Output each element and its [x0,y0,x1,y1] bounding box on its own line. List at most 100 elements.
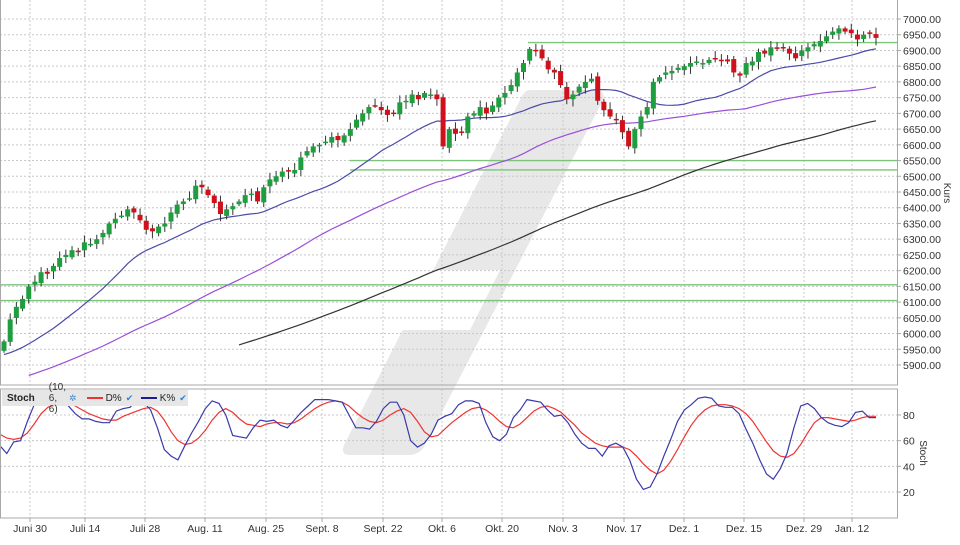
date-tick-label: Dez. 29 [786,523,822,535]
candle-up [1,341,7,351]
candle-up [700,63,706,65]
candle-up [57,258,63,267]
stoch-params[interactable]: (10, 6, 6) [48,381,67,415]
candle-up [354,119,360,128]
stoch-legend: Stoch (10, 6, 6) ✲ D% ✔ K% ✔ [2,382,188,415]
price-tick-label: 6400.00 [903,203,941,215]
candle-up [496,97,502,108]
candle-up [397,102,403,115]
legend-item-k[interactable]: K% ✔ [140,392,195,404]
candle-up [508,85,514,92]
candle-up [236,201,242,205]
date-tick-label: Okt. 20 [485,523,519,535]
date-tick-label: Sept. 8 [305,523,338,535]
candle-up [768,47,774,56]
date-axis: Juni 30 Juli 14 Juli 28 Aug. 11 Aug. 25 Sept.… [13,518,869,535]
stoch-axis-label: Stoch [917,440,928,466]
price-tick-label: 6350.00 [903,218,941,230]
stoch-d-line [0,400,876,475]
candle-down [607,109,613,117]
candle-up [502,92,508,98]
candle-up [824,36,830,42]
price-tick-label: 6750.00 [903,93,941,105]
candle-up [799,50,805,56]
candle-up [570,94,576,100]
legend-k-label: K% [159,392,176,404]
candle-up [341,135,347,143]
date-tick-label: Jan. 12 [835,523,870,535]
candle-up [811,44,817,47]
candle-up [26,286,32,299]
candle-down [434,94,440,100]
candle-up [644,107,650,115]
candlestick-series [1,23,879,353]
candle-down [873,34,879,38]
candle-down [551,69,557,73]
candle-down [199,184,205,188]
legend-item-d[interactable]: D% ✔ [86,392,141,404]
checkbox-k-icon[interactable]: ✔ [179,393,187,403]
price-tick-label: 6250.00 [903,250,941,262]
candle-down [75,250,81,253]
support-resistance-lines[interactable] [0,41,897,302]
date-tick-label: Dez. 1 [669,523,700,535]
candle-down [774,47,780,49]
candle-up [366,107,372,114]
candle-down [737,73,743,76]
price-tick-label: 6850.00 [903,61,941,73]
price-tick-label: 6500.00 [903,171,941,183]
candle-up [273,176,279,182]
price-tick-label: 5900.00 [903,360,941,372]
candle-down [619,120,625,133]
checkbox-d-icon[interactable]: ✔ [125,393,134,403]
candle-down [217,201,223,215]
candle-up [81,242,87,251]
candle-up [805,47,811,52]
ma-mid-line [28,86,877,377]
candle-up [403,100,409,103]
price-axis: 7000.00 6950.00 6900.00 6850.00 6800.00 6750.… [897,14,952,372]
candle-up [446,129,452,148]
candle-up [304,151,310,156]
candle-up [193,185,199,200]
candle-down [762,50,768,54]
candle-up [261,187,267,203]
candle-up [106,223,112,235]
price-tick-label: 6550.00 [903,156,941,168]
candle-up [694,61,700,63]
settings-gear-icon[interactable]: ✲ [69,392,77,403]
legend-d-label: D% [105,392,122,404]
candle-down [533,49,539,52]
candle-down [718,59,724,62]
candle-up [88,243,94,246]
candle-down [793,53,799,59]
candle-up [162,223,168,227]
date-tick-label: Aug. 25 [248,523,284,535]
candle-up [706,59,712,64]
stoch-grid [0,389,897,518]
price-axis-label: Kurs [941,183,952,204]
candle-up [471,113,477,116]
candle-down [285,170,291,172]
candle-down [613,118,619,121]
candle-up [323,141,329,144]
candle-up [347,129,353,136]
candle-up [242,195,248,203]
candle-down [143,220,149,230]
candle-down [440,97,446,147]
candle-up [830,31,836,35]
stoch-axis: 80 60 40 20 Stoch [897,410,928,499]
candle-down [854,34,860,40]
candle-up [187,198,193,200]
candle-down [595,76,601,101]
price-tick-label: 6150.00 [903,281,941,293]
candle-up [100,232,106,238]
candle-up [477,107,483,116]
candle-down [378,106,384,111]
candle-up [490,105,496,112]
date-tick-label: Juli 28 [130,523,161,535]
price-tick-label: 6450.00 [903,187,941,199]
candle-up [675,67,681,70]
